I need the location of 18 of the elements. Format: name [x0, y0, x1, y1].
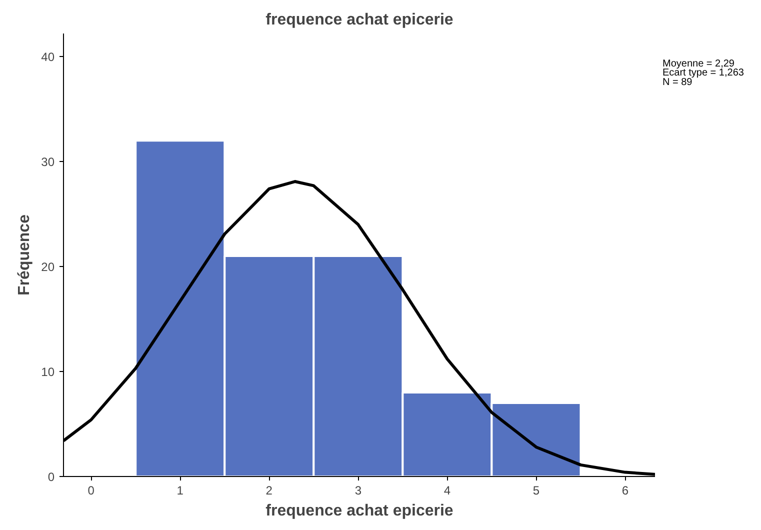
chart-title: frequence achat epicerie — [266, 12, 454, 28]
y-tick-label: 10 — [41, 365, 55, 380]
x-tick-label: 6 — [622, 484, 629, 498]
y-axis-title: Fréquence — [16, 214, 34, 296]
y-tick-label: 40 — [41, 50, 55, 64]
text: N = 89 — [662, 76, 693, 88]
y-tick-label: 0 — [48, 470, 55, 484]
x-tick-label: 2 — [266, 484, 273, 498]
y-tick-label: 20 — [41, 260, 55, 274]
y-tick-label: 30 — [41, 155, 55, 170]
x-tick-label: 1 — [176, 484, 184, 498]
x-axis-title: frequence achat epicerie — [266, 502, 454, 520]
text: Moyenne = 2,29 — [662, 58, 735, 70]
x-tick-label: 3 — [354, 484, 362, 498]
x-tick-label: 4 — [444, 484, 451, 498]
text: Ecart type = 1,263 — [662, 68, 744, 79]
x-tick-label: 5 — [532, 484, 540, 498]
x-tick-label: 0 — [88, 484, 95, 498]
